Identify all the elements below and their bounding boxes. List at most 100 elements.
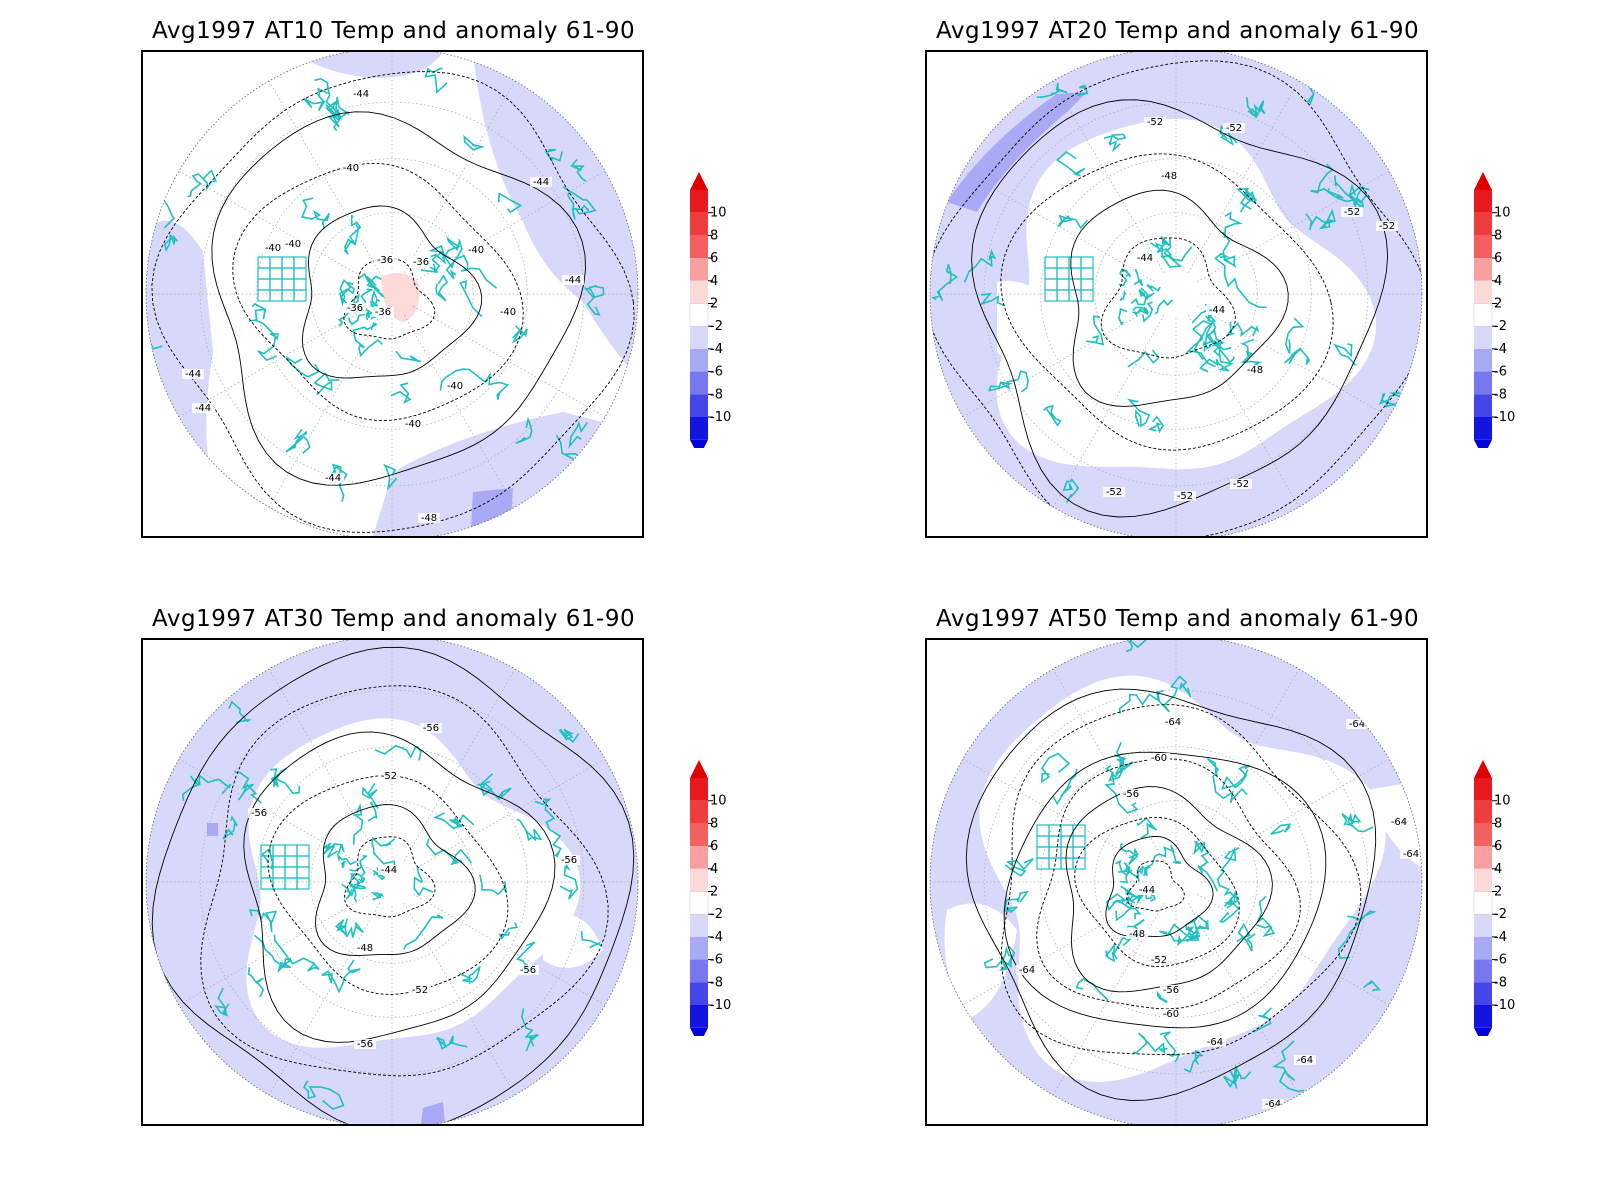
coastline-segment xyxy=(369,282,386,299)
colorbar-segment xyxy=(690,1005,708,1028)
coastline-segment xyxy=(345,888,354,900)
colorbar-segment xyxy=(690,891,708,915)
coastline-segment xyxy=(1305,208,1336,231)
coastline-segment xyxy=(337,309,352,327)
coastline-segment xyxy=(370,289,379,307)
colorbar-tick-label: -10 xyxy=(1494,410,1515,425)
coastline-segment xyxy=(339,280,354,305)
coastline-segment xyxy=(293,289,307,302)
coastline-segment xyxy=(1245,97,1266,119)
contour-label: -52 xyxy=(1233,479,1249,490)
coastline-segment xyxy=(1103,133,1127,153)
coastline-segment xyxy=(1040,752,1071,784)
colorbar-segment xyxy=(690,212,708,236)
colorbar-tick-label: -8 xyxy=(1494,975,1507,990)
meridian-line xyxy=(1187,80,1300,273)
coastline-segment xyxy=(187,169,218,198)
contour-label: -44 xyxy=(381,865,397,876)
coastline-segment xyxy=(1105,893,1132,922)
colorbar-tick-label: 8 xyxy=(710,816,718,831)
panel-title-at20: Avg1997 AT20 Temp and anomaly 61-90 xyxy=(936,18,1420,44)
coastline-segment xyxy=(273,934,320,972)
colorbar-segment xyxy=(1474,800,1492,824)
contour-label: -52 xyxy=(412,985,428,996)
colorbar-tick-label: -6 xyxy=(710,953,723,968)
colorbar-segment xyxy=(690,280,708,304)
contour-line xyxy=(1000,704,1362,1055)
coastline-segment xyxy=(325,94,343,128)
colorbar-tick-label: 8 xyxy=(710,228,718,243)
coastline-segment xyxy=(1104,765,1139,814)
latitude-circle xyxy=(1040,158,1312,430)
contour-line xyxy=(343,258,436,340)
colorbar-tick-label: 4 xyxy=(710,862,718,877)
colorbar-at20: 10 8 6 4 2 -2 -4 -6 -8 -10 xyxy=(1473,172,1515,448)
contour-label: -56 xyxy=(561,855,577,866)
anomaly-shading xyxy=(944,903,1017,1020)
coastline-segment xyxy=(567,192,590,220)
colorbar-segment xyxy=(1474,326,1492,349)
colorbar-segment xyxy=(690,371,708,395)
coastline-segment xyxy=(1142,866,1151,877)
contour-label: -64 xyxy=(1265,1099,1281,1110)
coastline-segment xyxy=(1334,175,1370,204)
colorbar-tick-label: 2 xyxy=(1494,297,1502,312)
coastline-segment xyxy=(435,274,449,302)
contour-label: -56 xyxy=(520,965,536,976)
coastline-segment xyxy=(1221,764,1251,790)
coastline-segment xyxy=(1363,980,1381,992)
colorbar-tick-label: 6 xyxy=(1494,839,1502,854)
coastline-segment xyxy=(1114,741,1134,775)
contour-label: -52 xyxy=(1151,955,1167,966)
contour-label: -44 xyxy=(1139,885,1155,896)
coastline-segment xyxy=(352,802,364,845)
coastline-segment xyxy=(321,959,361,994)
coastline-segment xyxy=(1284,317,1305,354)
coastline-segment xyxy=(1137,865,1144,882)
coastline-segment xyxy=(1223,1064,1252,1089)
colorbar-segment xyxy=(1474,959,1492,983)
contour-label: -36 xyxy=(413,257,429,268)
coastline-segment xyxy=(300,197,330,230)
contour-label: -40 xyxy=(285,239,301,250)
contour-label: -52 xyxy=(1147,117,1163,128)
coastline-segment xyxy=(1193,841,1219,892)
coastline-segment xyxy=(365,275,377,286)
colorbar-bottom-arrow xyxy=(690,439,708,448)
colorbar-tick-label: 2 xyxy=(710,297,718,312)
colorbar-segment xyxy=(1474,394,1492,417)
coastline-segment xyxy=(1156,235,1183,268)
contour-label: -64 xyxy=(1165,717,1181,728)
anomaly-shading xyxy=(947,92,1087,212)
colorbar-tick-label: 10 xyxy=(710,794,727,809)
contour-label: -44 xyxy=(195,403,211,414)
colorbar-bottom-arrow xyxy=(1474,439,1492,448)
colorbar-segment xyxy=(690,235,708,259)
colorbar-segment xyxy=(690,417,708,440)
coastline-segment xyxy=(562,186,597,215)
colorbar-tick-label: -8 xyxy=(710,387,723,402)
latitude-circle xyxy=(199,101,585,487)
coastline-segment xyxy=(987,370,1029,393)
coastline-segment xyxy=(1126,888,1144,899)
contour-line xyxy=(930,60,1422,536)
coastline-segment xyxy=(1076,84,1089,96)
coastline-segment xyxy=(247,967,265,998)
coastline-segment xyxy=(365,311,370,321)
polar-map-at20: -52 -52 -48 -52 -52 -44 -44 -48 -52 -52 -52 xyxy=(929,52,1423,536)
colorbar-segment xyxy=(690,914,708,937)
coastline-segment xyxy=(1202,329,1232,352)
polar-map-at50: -64 -64 -60 -56 -64 -64 -44 -48 -52 -56 -60 -64 -64 -… xyxy=(929,640,1423,1124)
coastline-segment xyxy=(234,771,263,804)
contour-label: -64 xyxy=(1019,965,1035,976)
meridian-line xyxy=(1197,758,1390,871)
latitude-circle xyxy=(256,746,528,1018)
colorbar-tick-label: -10 xyxy=(1494,998,1515,1013)
coastline-segment xyxy=(296,877,310,890)
coastlines xyxy=(181,700,602,1110)
coastline-segment xyxy=(1236,922,1256,952)
contour-line xyxy=(1100,237,1236,359)
coastline-segment xyxy=(348,313,366,326)
contour-label: -56 xyxy=(423,723,439,734)
colorbar-tick-label: -4 xyxy=(1494,342,1507,357)
